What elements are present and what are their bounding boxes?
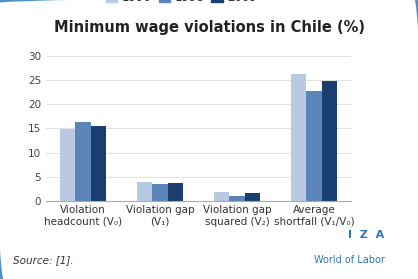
Bar bbox=[245, 193, 260, 201]
Bar bbox=[75, 122, 91, 201]
Bar bbox=[229, 196, 245, 201]
Bar bbox=[291, 74, 306, 201]
Text: Source: [1].: Source: [1]. bbox=[13, 255, 73, 265]
Text: I  Z  A: I Z A bbox=[348, 230, 385, 240]
Bar bbox=[91, 126, 106, 201]
Text: Minimum wage violations in Chile (%): Minimum wage violations in Chile (%) bbox=[54, 20, 364, 35]
Bar bbox=[214, 192, 229, 201]
Bar bbox=[60, 129, 75, 201]
Bar bbox=[152, 184, 168, 201]
Legend: 1990, 1998, 2009: 1990, 1998, 2009 bbox=[101, 0, 262, 9]
Bar bbox=[168, 182, 183, 201]
Text: World of Labor: World of Labor bbox=[314, 255, 385, 265]
Bar bbox=[322, 81, 337, 201]
Bar bbox=[137, 182, 152, 201]
Bar bbox=[306, 91, 322, 201]
